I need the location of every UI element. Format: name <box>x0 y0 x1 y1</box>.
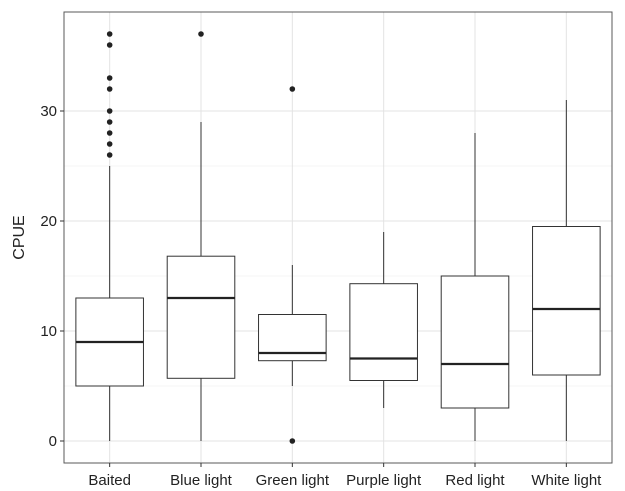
box-iqr <box>533 227 601 376</box>
outlier-point <box>107 31 113 37</box>
outlier-point <box>198 31 204 37</box>
outlier-point <box>107 75 113 81</box>
outlier-point <box>290 86 296 92</box>
y-tick-label: 20 <box>40 213 57 230</box>
box-iqr <box>441 276 509 408</box>
outlier-point <box>107 108 113 114</box>
x-tick-label: White light <box>531 472 602 489</box>
y-tick-label: 10 <box>40 323 57 340</box>
box-iqr <box>167 256 235 378</box>
x-tick-label: Green light <box>256 472 330 489</box>
box-iqr <box>350 284 418 381</box>
box-layer <box>76 31 600 444</box>
outlier-point <box>107 130 113 136</box>
panel-border <box>64 12 612 463</box>
x-tick-label: Blue light <box>170 472 233 489</box>
outlier-point <box>107 152 113 158</box>
x-tick-label: Baited <box>88 472 131 489</box>
grid-lines <box>64 12 612 463</box>
outlier-point <box>290 438 296 444</box>
outlier-point <box>107 86 113 92</box>
y-tick-label: 30 <box>40 103 57 120</box>
box-group <box>350 232 418 408</box>
box-group <box>533 100 601 441</box>
x-tick-label: Purple light <box>346 472 422 489</box>
outlier-point <box>107 42 113 48</box>
outlier-point <box>107 141 113 147</box>
axis-ticks: 0 10 20 30 Baited Blue light Green light Purple… <box>40 103 602 489</box>
outlier-point <box>107 119 113 125</box>
x-tick-label: Red light <box>445 472 505 489</box>
y-axis-title: CPUE <box>11 215 28 259</box>
y-tick-label: 0 <box>49 433 57 450</box>
box-group <box>441 133 509 441</box>
